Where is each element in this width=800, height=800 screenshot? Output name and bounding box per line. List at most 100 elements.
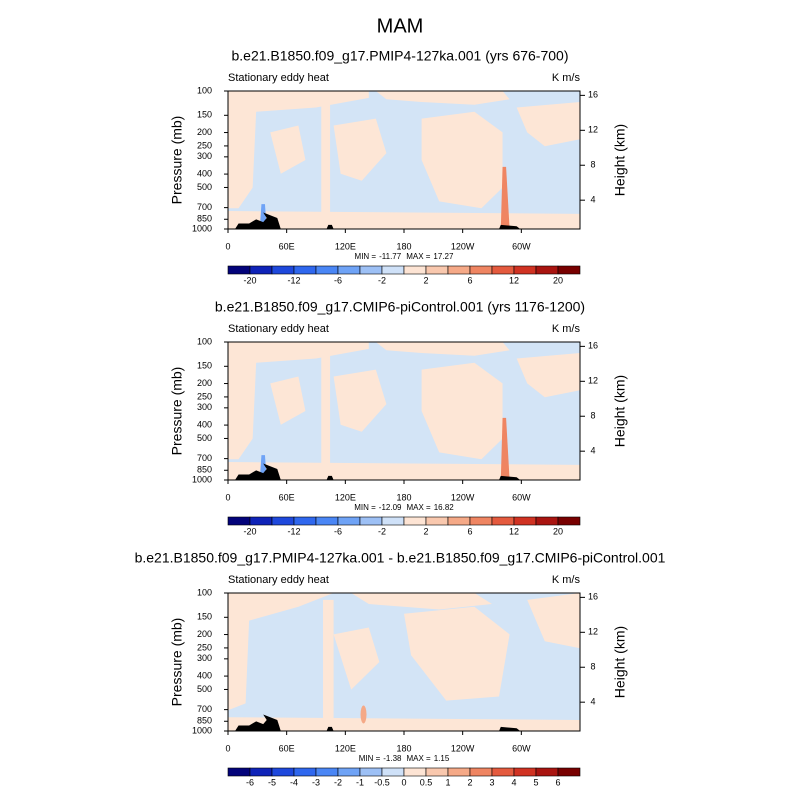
y-tick-label: 300: [197, 151, 212, 161]
colorbar-box: [535, 516, 559, 526]
y2-tick-label: 12: [588, 125, 598, 135]
contour-region: [375, 91, 510, 105]
y2-axis-label: Height (km): [612, 626, 628, 698]
y2-tick-label: 8: [590, 160, 595, 170]
max-label: MAX =: [406, 503, 431, 512]
colorbar-label: 6: [555, 777, 560, 787]
colorbar-box: [535, 767, 559, 777]
colorbar-box: [271, 767, 295, 777]
terrain: [499, 475, 521, 480]
x-tick-label: 60E: [279, 743, 295, 753]
colorbar-label: 2: [423, 275, 428, 285]
colorbar-label: -20: [243, 275, 256, 285]
min: -11.77: [379, 252, 402, 261]
colorbar-box: [513, 767, 537, 777]
colorbar-box: [425, 265, 449, 275]
colorbar-box: [513, 516, 537, 526]
y-tick-label: 200: [197, 127, 212, 137]
colorbar-box: [249, 516, 273, 526]
panel-title: b.e21.B1850.f09_g17.PMIP4-127ka.001 - b.…: [135, 550, 666, 566]
y-tick-label: 400: [197, 670, 212, 680]
y-tick-label: 100: [197, 336, 212, 346]
x-tick-label: 120E: [335, 241, 356, 251]
contour-region: [333, 369, 387, 432]
colorbar-box: [447, 265, 471, 275]
colorbar-label: -6: [246, 777, 254, 787]
colorbar-box: [249, 265, 273, 275]
y2-tick-label: 4: [590, 697, 595, 707]
colorbar-box: [557, 767, 581, 777]
panel-title: b.e21.B1850.f09_g17.PMIP4-127ka.001 (yrs…: [231, 48, 568, 64]
colorbar-label: -12: [287, 526, 300, 536]
contour-region: [500, 166, 510, 229]
contour-region: [323, 599, 334, 731]
y-tick-label: 300: [197, 402, 212, 412]
panel-title: b.e21.B1850.f09_g17.CMIP6-piControl.001 …: [215, 299, 585, 315]
colorbar-label: -12: [287, 275, 300, 285]
terrain: [326, 475, 334, 480]
colorbar-label: 1: [445, 777, 450, 787]
units-label: K m/s: [552, 72, 581, 84]
colorbar-label: -20: [243, 526, 256, 536]
contour-region: [228, 593, 334, 711]
y-axis-label: Pressure (mb): [169, 116, 185, 205]
y-tick-label: 1000: [192, 223, 212, 233]
y-tick-label: 700: [197, 202, 212, 212]
y-tick-label: 150: [197, 110, 212, 120]
colorbar-label: 20: [553, 275, 563, 285]
min-max: MIN = -1.38 MAX = 1.15: [359, 754, 450, 763]
contour-region: [270, 125, 306, 174]
colorbar-label: 5: [533, 777, 538, 787]
colorbar-box: [535, 265, 559, 275]
min-max: MIN = -11.77 MAX = 17.27: [355, 252, 454, 261]
colorbar-label: 2: [467, 777, 472, 787]
colorbar-label: -3: [312, 777, 320, 787]
y-tick-label: 700: [197, 704, 212, 714]
min: -12.09: [379, 503, 402, 512]
colorbar-box: [425, 767, 449, 777]
field-label: Stationary eddy heat: [228, 72, 329, 84]
colorbar-box: [447, 516, 471, 526]
x-tick-label: 120W: [451, 241, 475, 251]
units-label: K m/s: [552, 574, 581, 586]
y-tick-label: 1000: [192, 474, 212, 484]
y2-tick-label: 12: [588, 376, 598, 386]
terrain: [235, 212, 281, 229]
colorbar-label: -6: [334, 526, 342, 536]
y-tick-label: 400: [197, 419, 212, 429]
colorbar-label: 0.5: [420, 777, 433, 787]
x-tick-label: 120E: [335, 743, 356, 753]
colorbar-box: [271, 265, 295, 275]
colorbar-label: -1: [356, 777, 364, 787]
colorbar-box: [315, 767, 339, 777]
field-label: Stationary eddy heat: [228, 574, 329, 586]
colorbar-box: [359, 265, 383, 275]
contour-region: [228, 717, 580, 731]
colorbar-box: [447, 767, 471, 777]
max: 16.82: [434, 503, 455, 512]
colorbar-box: [403, 767, 427, 777]
y-tick-label: 100: [197, 587, 212, 597]
y-tick-label: 250: [197, 140, 212, 150]
colorbar-label: 12: [509, 526, 519, 536]
colorbar-box: [359, 767, 383, 777]
colorbar-box: [337, 516, 361, 526]
colorbar-box: [491, 265, 515, 275]
contour-region: [375, 342, 510, 356]
x-tick-label: 60W: [512, 492, 531, 502]
colorbar-box: [359, 516, 383, 526]
y-axis-label: Pressure (mb): [169, 618, 185, 707]
colorbar-box: [293, 767, 317, 777]
contour-region: [516, 102, 580, 147]
colorbar-label: -2: [378, 526, 386, 536]
colorbar-label: 12: [509, 275, 519, 285]
max-label: MAX =: [406, 252, 431, 261]
y2-axis-label: Height (km): [612, 124, 628, 196]
y-tick-label: 150: [197, 612, 212, 622]
colorbar-box: [293, 265, 317, 275]
y-tick-label: 1000: [192, 725, 212, 735]
contour-region: [421, 362, 503, 460]
y2-tick-label: 8: [590, 411, 595, 421]
y-tick-label: 850: [197, 716, 212, 726]
